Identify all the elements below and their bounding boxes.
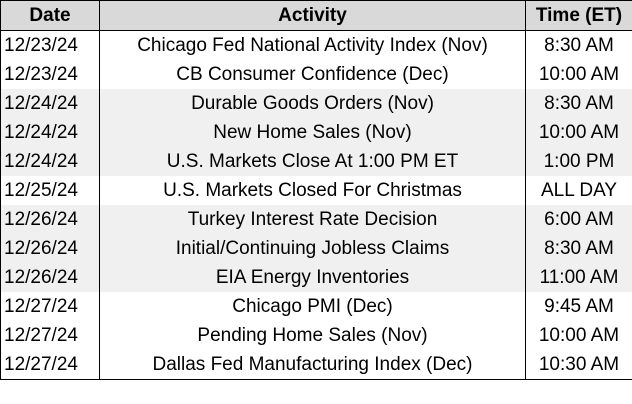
date-cell: 12/24/24 (0, 118, 100, 147)
date-cell: 12/26/24 (0, 205, 100, 234)
act-cell: U.S. Markets Closed For Christmas (99, 176, 526, 205)
date-cell: 12/24/24 (0, 89, 100, 118)
date-cell: 12/23/24 (0, 60, 100, 89)
table-row: 12/27/24 Chicago PMI (Dec) 9:45 AM (0, 292, 632, 321)
time-cell: 11:00 AM (525, 263, 632, 292)
table-row: 12/23/24 CB Consumer Confidence (Dec) 10:0… (0, 60, 632, 89)
time-cell: 1:00 PM (525, 147, 632, 176)
header-cell: Date (0, 0, 100, 31)
date-cell: 12/26/24 (0, 263, 100, 292)
table-row: 12/24/24 U.S. Markets Close At 1:00 PM ET… (0, 147, 632, 176)
act-cell: Initial/Continuing Jobless Claims (99, 234, 526, 263)
table-row: 12/26/24 Turkey Interest Rate Decision 6:0… (0, 205, 632, 234)
time-cell: 10:30 AM (525, 350, 632, 380)
table-row: 12/25/24 U.S. Markets Closed For Christma… (0, 176, 632, 205)
header-row: Date Activity Time (ET) (0, 0, 632, 31)
calendar-table: Date Activity Time (ET) 12/23/24 Chicago … (0, 0, 632, 380)
date-cell: 12/27/24 (0, 292, 100, 321)
date-cell: 12/23/24 (0, 30, 100, 60)
date-cell: 12/25/24 (0, 176, 100, 205)
act-cell: New Home Sales (Nov) (99, 118, 526, 147)
time-cell: ALL DAY (525, 176, 632, 205)
table-body: 12/23/24 Chicago Fed National Activity In… (0, 30, 632, 380)
time-cell: 8:30 AM (525, 89, 632, 118)
time-cell: 8:30 AM (525, 30, 632, 60)
table-row: 12/23/24 Chicago Fed National Activity In… (0, 30, 632, 60)
header-cell: Activity (99, 0, 526, 31)
time-cell: 10:00 AM (525, 118, 632, 147)
table-row: 12/24/24 New Home Sales (Nov) 10:00 AM (0, 118, 632, 147)
act-cell: CB Consumer Confidence (Dec) (99, 60, 526, 89)
date-cell: 12/24/24 (0, 147, 100, 176)
act-cell: Dallas Fed Manufacturing Index (Dec) (99, 350, 526, 380)
table-row: 12/24/24 Durable Goods Orders (Nov) 8:30 A… (0, 89, 632, 118)
act-cell: Durable Goods Orders (Nov) (99, 89, 526, 118)
act-cell: Chicago PMI (Dec) (99, 292, 526, 321)
table-row: 12/27/24 Pending Home Sales (Nov) 10:00 AM (0, 321, 632, 350)
time-cell: 10:00 AM (525, 60, 632, 89)
date-cell: 12/27/24 (0, 350, 100, 380)
time-cell: 6:00 AM (525, 205, 632, 234)
table-row: 12/26/24 EIA Energy Inventories 11:00 AM (0, 263, 632, 292)
act-cell: EIA Energy Inventories (99, 263, 526, 292)
act-cell: U.S. Markets Close At 1:00 PM ET (99, 147, 526, 176)
table-row: 12/27/24 Dallas Fed Manufacturing Index (… (0, 350, 632, 380)
time-cell: 10:00 AM (525, 321, 632, 350)
header-cell: Time (ET) (525, 0, 632, 31)
date-cell: 12/27/24 (0, 321, 100, 350)
table-row: 12/26/24 Initial/Continuing Jobless Claim… (0, 234, 632, 263)
time-cell: 8:30 AM (525, 234, 632, 263)
act-cell: Chicago Fed National Activity Index (Nov… (99, 30, 526, 60)
time-cell: 9:45 AM (525, 292, 632, 321)
act-cell: Pending Home Sales (Nov) (99, 321, 526, 350)
date-cell: 12/26/24 (0, 234, 100, 263)
act-cell: Turkey Interest Rate Decision (99, 205, 526, 234)
